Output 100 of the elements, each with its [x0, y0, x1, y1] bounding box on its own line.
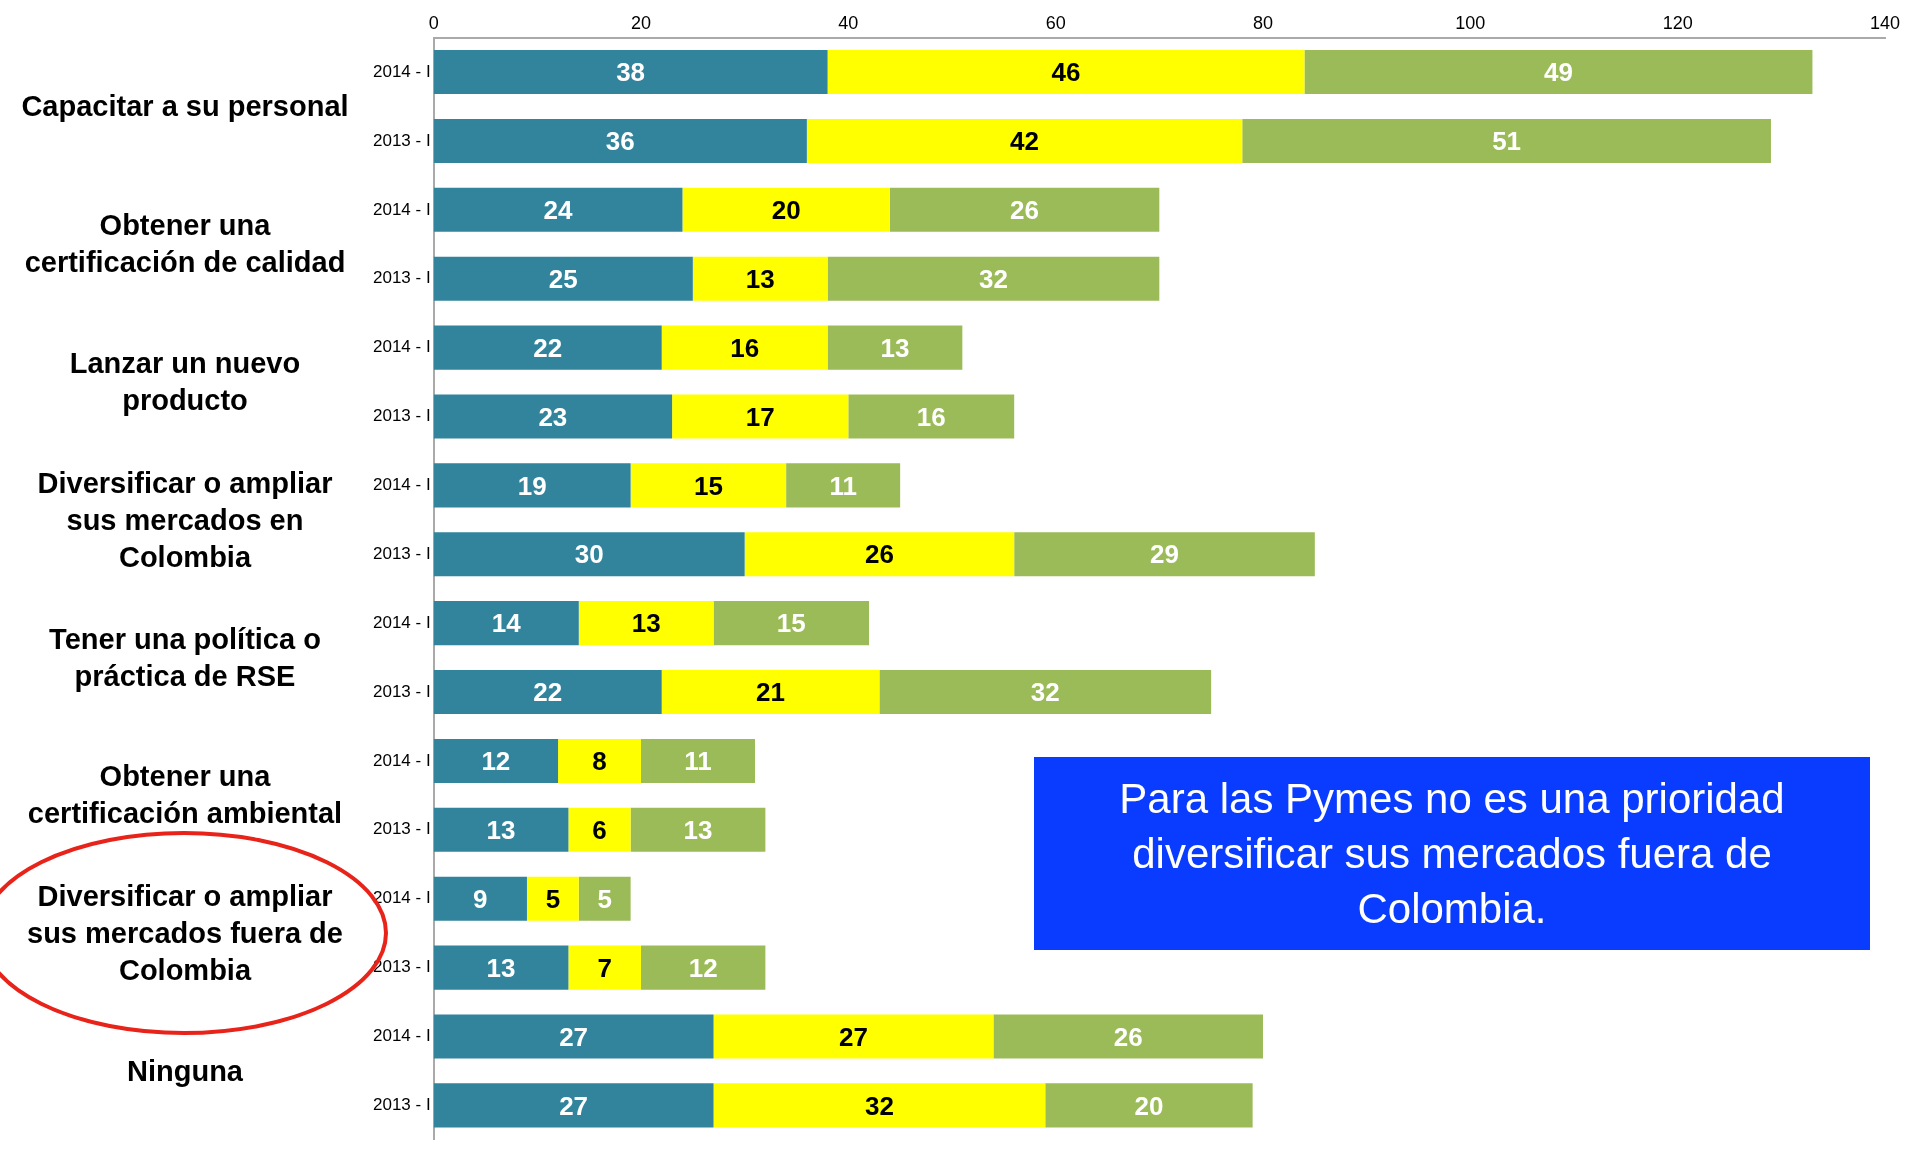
- bar: [433, 669, 662, 715]
- bar: [661, 669, 880, 715]
- data-label: 42: [1010, 126, 1040, 157]
- x-tick-label: 60: [1045, 12, 1066, 33]
- bar: [578, 876, 631, 921]
- data-label: 13: [745, 263, 775, 294]
- y-tick-label: 2014 - I: [372, 1026, 431, 1046]
- bar: [433, 50, 828, 95]
- bar: [827, 325, 963, 370]
- bar: [630, 463, 787, 508]
- bar: [433, 601, 579, 646]
- bar: [433, 1014, 714, 1059]
- data-label: 51: [1492, 126, 1522, 157]
- data-label: 13: [486, 952, 516, 983]
- y-tick-label: 2013 - I: [372, 543, 431, 563]
- data-label: 8: [592, 746, 607, 777]
- bar: [578, 601, 714, 646]
- y-tick-label: 2014 - I: [372, 750, 431, 770]
- bar: [433, 532, 745, 577]
- data-label: 20: [1134, 1090, 1164, 1121]
- data-label: 7: [597, 952, 612, 983]
- bar: [630, 807, 766, 852]
- data-label: 16: [916, 401, 946, 432]
- bar: [433, 738, 559, 783]
- data-label: 14: [491, 608, 522, 639]
- data-label: 32: [978, 263, 1008, 294]
- bar: [526, 876, 579, 921]
- data-label: 24: [543, 194, 574, 225]
- x-tick-label: 0: [428, 12, 439, 33]
- text: Ninguna: [126, 1053, 244, 1089]
- bar: [1045, 1083, 1253, 1128]
- bar: [827, 256, 1160, 301]
- data-label: 19: [517, 470, 547, 501]
- bar: [568, 945, 641, 990]
- bar: [640, 945, 766, 990]
- bar: [692, 256, 828, 301]
- data-label: 13: [486, 814, 516, 845]
- data-label: 6: [592, 814, 607, 845]
- data-label: 49: [1543, 57, 1573, 88]
- bar: [848, 394, 1015, 439]
- bar: [889, 187, 1160, 232]
- data-label: 20: [771, 194, 801, 225]
- y-tick-label: 2013 - I: [372, 268, 431, 288]
- data-label: 13: [880, 332, 910, 363]
- data-label: 26: [1113, 1021, 1143, 1052]
- bar: [879, 669, 1212, 715]
- data-label: 27: [559, 1021, 589, 1052]
- bar: [661, 325, 828, 370]
- callout-box: Para las Pymes no es una prioridad diversificar sus mercados fuera de Colombia.: [1034, 757, 1870, 950]
- data-label: 11: [684, 746, 712, 777]
- data-label: 22: [533, 332, 563, 363]
- bar: [433, 187, 683, 232]
- bar: [682, 187, 890, 232]
- text: Obtener una certificación ambiental: [26, 759, 344, 832]
- data-label: 17: [745, 401, 775, 432]
- y-tick-label: 2014 - I: [372, 475, 431, 495]
- text: Capacitar a su personal: [20, 89, 350, 124]
- x-tick-label: 20: [630, 12, 651, 33]
- y-tick-label: 2013 - I: [372, 1095, 431, 1115]
- y-tick-label: 2013 - I: [372, 957, 431, 977]
- y-tick-label: 2014 - I: [372, 888, 431, 908]
- text: Tener una política o práctica de RSE: [48, 621, 322, 694]
- bar: [433, 394, 673, 439]
- bar: [558, 738, 641, 783]
- bar: [433, 1083, 714, 1128]
- bar: [1242, 118, 1771, 163]
- x-tick-label: 80: [1252, 12, 1274, 33]
- bar: [713, 1014, 994, 1059]
- bar: [1304, 50, 1813, 95]
- text: Diversificar o ampliar sus mercados en Colombia: [36, 465, 334, 575]
- data-label: 13: [631, 608, 661, 639]
- data-label: 22: [533, 677, 563, 708]
- bar: [672, 394, 849, 439]
- x-tick-label: 120: [1662, 12, 1693, 33]
- data-label: 26: [1010, 194, 1040, 225]
- bar: [640, 738, 756, 783]
- data-label: 21: [756, 677, 786, 708]
- data-label: 36: [605, 126, 635, 157]
- y-tick-label: 2013 - I: [372, 819, 431, 839]
- y-tick-label: 2013 - I: [372, 406, 431, 426]
- data-label: 27: [839, 1021, 868, 1052]
- bar: [568, 807, 631, 852]
- data-label: 27: [559, 1090, 589, 1121]
- bar: [806, 118, 1243, 163]
- bar: [433, 807, 569, 852]
- bar: [433, 463, 631, 508]
- data-label: 12: [688, 952, 718, 983]
- bar: [433, 945, 569, 990]
- data-label: 16: [730, 332, 760, 363]
- data-label: 29: [1150, 539, 1179, 570]
- bar: [713, 1083, 1046, 1128]
- y-tick-label: 2014 - I: [372, 61, 431, 81]
- bar: [993, 1014, 1263, 1059]
- data-label: 38: [616, 57, 646, 88]
- data-label: 11: [829, 470, 857, 501]
- text: Obtener una certificación de calidad: [23, 208, 347, 281]
- bar: [1014, 532, 1315, 577]
- x-tick-label: 40: [838, 12, 859, 33]
- annotation: Para las Pymes no es una prioridad diversificar sus mercados fuera de Colombia.: [1118, 774, 1786, 934]
- bar: [433, 118, 807, 163]
